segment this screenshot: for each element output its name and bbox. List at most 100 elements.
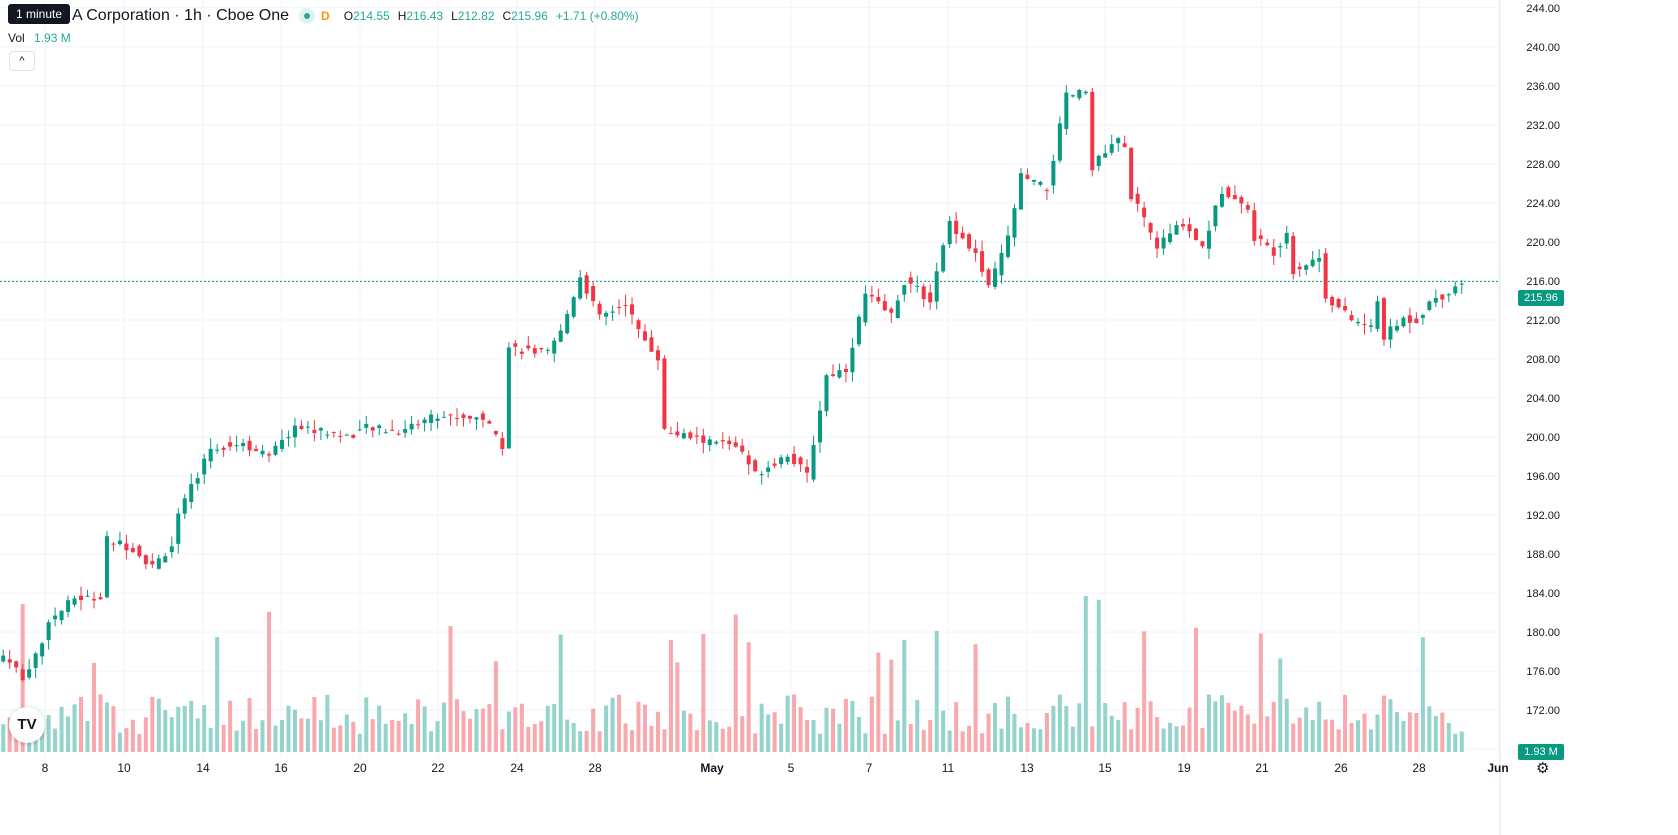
volume-bar <box>409 723 414 752</box>
candle-body <box>1278 246 1283 248</box>
candle-body <box>688 432 693 439</box>
volume-bar <box>954 701 959 752</box>
candle-body <box>772 463 777 466</box>
volume-bar <box>312 697 317 752</box>
candle-body <box>163 556 168 563</box>
candle-body <box>1 655 6 662</box>
volume-legend: Vol 1.93 M <box>8 31 71 45</box>
volume-bar <box>1271 701 1276 752</box>
candle-body <box>746 455 751 465</box>
volume-bar <box>273 725 278 752</box>
candle-body <box>254 448 259 452</box>
volume-bar <box>390 719 395 752</box>
volume-bar <box>85 721 90 752</box>
volume-bar <box>202 705 207 752</box>
candle-body <box>273 445 278 455</box>
candle-body <box>1343 306 1348 311</box>
volume-bar <box>1336 729 1341 752</box>
data-delay-badge[interactable]: D <box>321 9 330 23</box>
candle-body <box>98 597 103 600</box>
volume-bar <box>292 709 297 752</box>
volume-bar <box>429 731 434 752</box>
volume-bar <box>467 718 472 752</box>
candle-body <box>532 348 537 354</box>
candle-body <box>921 286 926 299</box>
collapse-legend-button[interactable]: ^ <box>9 51 35 71</box>
candle-body <box>189 484 194 502</box>
volume-bar <box>688 713 693 752</box>
candle-body <box>338 435 343 437</box>
volume-bar <box>1297 717 1302 752</box>
price-tick-label: 172.00 <box>1526 705 1560 717</box>
candle-body <box>928 292 933 303</box>
volume-bar <box>305 718 310 752</box>
volume-bar <box>636 701 641 752</box>
candle-body <box>286 437 291 439</box>
candle-body <box>234 445 239 447</box>
candle-body <box>448 414 453 416</box>
candle-body <box>571 297 576 317</box>
volume-bar <box>117 732 122 752</box>
volume-bar <box>1310 719 1315 752</box>
volume-bar <box>967 725 972 752</box>
candle-body <box>241 443 246 447</box>
candle-body <box>1051 160 1056 186</box>
price-tick-label: 220.00 <box>1526 237 1560 249</box>
time-tick-label: 20 <box>353 761 367 775</box>
price-tick-label: 200.00 <box>1526 432 1560 444</box>
low-value: 212.82 <box>457 9 495 23</box>
volume-bar <box>228 700 233 752</box>
volume-bar <box>623 723 628 752</box>
volume-bar <box>642 704 647 752</box>
volume-bar <box>772 712 777 752</box>
volume-bar <box>1135 707 1140 752</box>
volume-bar <box>1116 719 1121 752</box>
volume-bar <box>1245 714 1250 752</box>
candle-body <box>1232 195 1237 200</box>
candle-body <box>539 347 544 350</box>
price-tick-label: 192.00 <box>1526 510 1560 522</box>
volume-bar <box>1057 694 1062 752</box>
candle-body <box>1271 247 1276 256</box>
volume-bar <box>442 702 447 752</box>
volume-bar <box>740 716 745 752</box>
symbol-title[interactable]: A Corporation · 1h · Cboe One <box>72 7 290 24</box>
time-tick-label: 19 <box>1177 761 1191 775</box>
candle-body <box>1440 294 1445 300</box>
volume-bar <box>766 714 771 752</box>
time-tick-label: 15 <box>1098 761 1112 775</box>
candle-body <box>753 460 758 472</box>
gear-icon[interactable]: ⚙ <box>1536 760 1550 777</box>
candle-body <box>1018 173 1023 210</box>
candle-body <box>837 370 842 378</box>
tradingview-logo[interactable]: TV <box>9 707 45 743</box>
volume-bar <box>370 719 375 752</box>
time-tick-label: 21 <box>1255 761 1269 775</box>
candle-body <box>390 429 395 431</box>
volume-bar <box>208 727 213 752</box>
volume-bar <box>169 717 174 752</box>
candle-body <box>1044 189 1049 191</box>
volume-bar <box>338 725 343 752</box>
volume-bar <box>908 723 913 752</box>
volume-bar <box>539 721 544 752</box>
candle-body <box>1142 207 1147 218</box>
volume-bar <box>843 698 848 752</box>
time-tick-label: 13 <box>1020 761 1034 775</box>
candle-body <box>714 441 719 444</box>
candle-body <box>370 427 375 431</box>
volume-bar <box>1161 728 1166 752</box>
volume-bar <box>1168 722 1173 752</box>
candle-body <box>442 416 447 418</box>
time-tick-label: 28 <box>1412 761 1426 775</box>
volume-bar <box>915 700 920 752</box>
volume-bar <box>1414 712 1419 752</box>
volume-bar <box>1018 727 1023 752</box>
volume-value: 1.93 M <box>34 31 71 45</box>
candle-body <box>487 421 492 424</box>
price-tick-label: 228.00 <box>1526 159 1560 171</box>
market-status-icon[interactable] <box>299 8 316 24</box>
candle-body <box>558 330 563 342</box>
volume-bar <box>40 719 45 752</box>
